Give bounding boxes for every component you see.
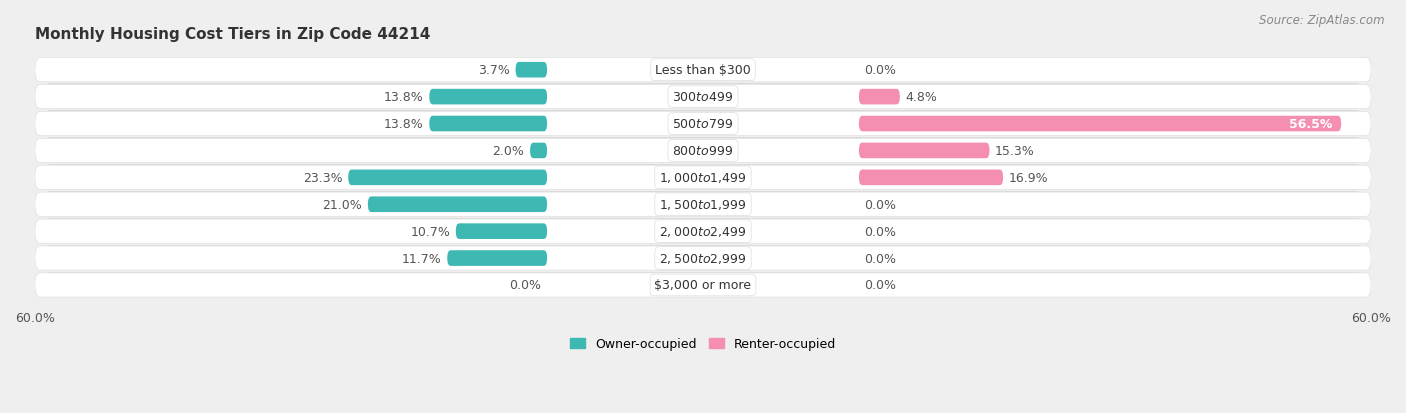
Text: $800 to $999: $800 to $999 xyxy=(672,145,734,157)
Text: 2.0%: 2.0% xyxy=(492,145,524,157)
FancyBboxPatch shape xyxy=(35,139,1371,163)
Text: 23.3%: 23.3% xyxy=(304,171,343,184)
Text: $3,000 or more: $3,000 or more xyxy=(655,279,751,292)
Text: 56.5%: 56.5% xyxy=(1289,118,1333,131)
FancyBboxPatch shape xyxy=(859,116,1341,132)
Text: 0.0%: 0.0% xyxy=(865,252,897,265)
Text: 15.3%: 15.3% xyxy=(995,145,1035,157)
Text: 10.7%: 10.7% xyxy=(411,225,450,238)
Text: 13.8%: 13.8% xyxy=(384,91,423,104)
Text: $2,000 to $2,499: $2,000 to $2,499 xyxy=(659,225,747,239)
Text: $300 to $499: $300 to $499 xyxy=(672,91,734,104)
FancyBboxPatch shape xyxy=(35,85,1371,109)
Text: 16.9%: 16.9% xyxy=(1008,171,1049,184)
FancyBboxPatch shape xyxy=(35,59,1371,83)
FancyBboxPatch shape xyxy=(35,247,1371,271)
Text: Less than $300: Less than $300 xyxy=(655,64,751,77)
FancyBboxPatch shape xyxy=(859,170,1002,186)
FancyBboxPatch shape xyxy=(516,63,547,78)
Text: Source: ZipAtlas.com: Source: ZipAtlas.com xyxy=(1260,14,1385,27)
Text: 11.7%: 11.7% xyxy=(402,252,441,265)
Text: 4.8%: 4.8% xyxy=(905,91,938,104)
Text: $500 to $799: $500 to $799 xyxy=(672,118,734,131)
FancyBboxPatch shape xyxy=(530,143,547,159)
Text: 13.8%: 13.8% xyxy=(384,118,423,131)
FancyBboxPatch shape xyxy=(456,224,547,240)
Text: 0.0%: 0.0% xyxy=(865,198,897,211)
FancyBboxPatch shape xyxy=(429,90,547,105)
Text: 21.0%: 21.0% xyxy=(322,198,363,211)
Text: 0.0%: 0.0% xyxy=(865,64,897,77)
FancyBboxPatch shape xyxy=(349,170,547,186)
Text: 0.0%: 0.0% xyxy=(865,225,897,238)
FancyBboxPatch shape xyxy=(447,251,547,266)
FancyBboxPatch shape xyxy=(429,116,547,132)
Text: $1,500 to $1,999: $1,500 to $1,999 xyxy=(659,198,747,212)
Text: 0.0%: 0.0% xyxy=(865,279,897,292)
FancyBboxPatch shape xyxy=(859,143,990,159)
FancyBboxPatch shape xyxy=(368,197,547,213)
Text: 0.0%: 0.0% xyxy=(509,279,541,292)
FancyBboxPatch shape xyxy=(35,193,1371,217)
Legend: Owner-occupied, Renter-occupied: Owner-occupied, Renter-occupied xyxy=(565,332,841,355)
Text: $1,000 to $1,499: $1,000 to $1,499 xyxy=(659,171,747,185)
Text: $2,500 to $2,999: $2,500 to $2,999 xyxy=(659,252,747,266)
FancyBboxPatch shape xyxy=(35,273,1371,297)
FancyBboxPatch shape xyxy=(35,166,1371,190)
FancyBboxPatch shape xyxy=(35,112,1371,136)
Text: Monthly Housing Cost Tiers in Zip Code 44214: Monthly Housing Cost Tiers in Zip Code 4… xyxy=(35,27,430,42)
FancyBboxPatch shape xyxy=(859,90,900,105)
Text: 3.7%: 3.7% xyxy=(478,64,510,77)
FancyBboxPatch shape xyxy=(35,220,1371,244)
